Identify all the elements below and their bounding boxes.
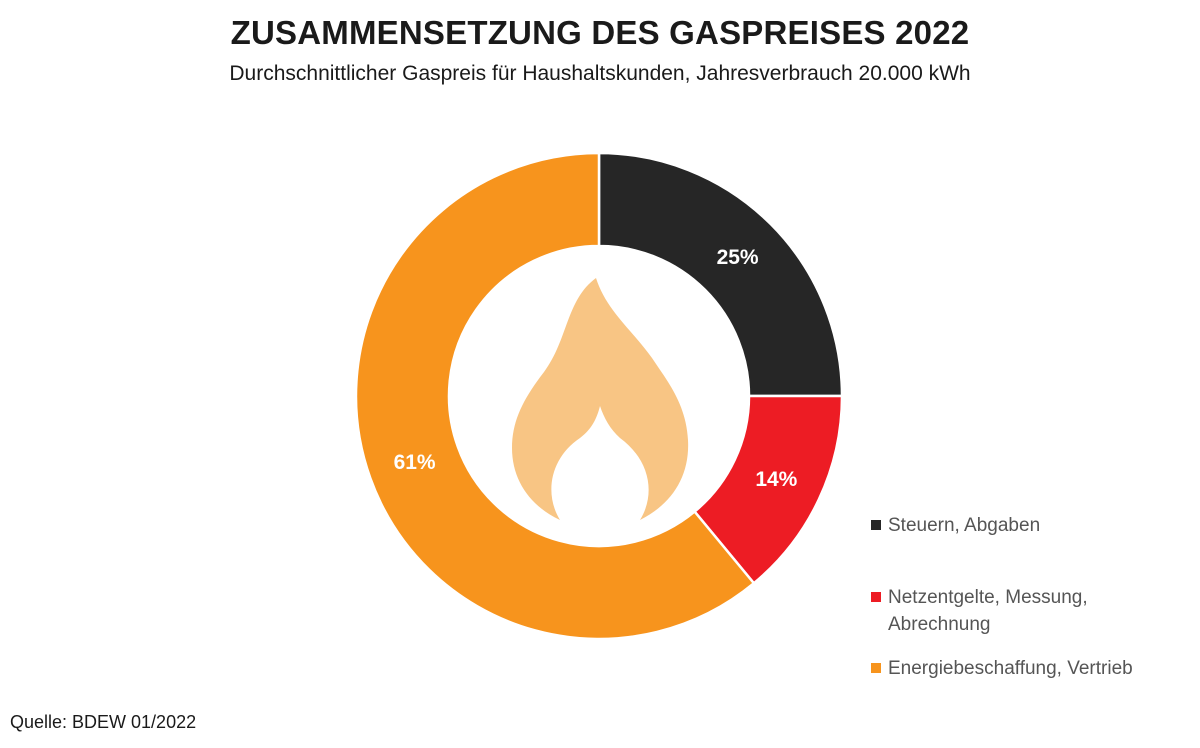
legend-swatch bbox=[871, 520, 881, 530]
slice-label: 14% bbox=[755, 468, 797, 491]
legend-swatch bbox=[871, 592, 881, 602]
slice-label: 61% bbox=[394, 451, 436, 474]
donut-slice bbox=[354, 151, 756, 641]
legend-label: Netzentgelte, Messung, Abrechnung bbox=[888, 587, 1088, 635]
legend-swatch bbox=[871, 663, 881, 673]
chart-title: ZUSAMMENSETZUNG DES GASPREISES 2022 bbox=[230, 14, 970, 51]
source-note: Quelle: BDEW 01/2022 bbox=[10, 712, 197, 732]
flame-icon bbox=[512, 278, 689, 520]
legend-item: Steuern, Abgaben bbox=[871, 512, 1178, 539]
donut-slice bbox=[597, 151, 844, 398]
chart-subtitle: Durchschnittlicher Gaspreis für Haushalt… bbox=[229, 62, 971, 85]
legend-item: Netzentgelte, Messung, Abrechnung bbox=[871, 584, 1178, 638]
slice-label: 25% bbox=[717, 246, 759, 269]
legend-label: Steuern, Abgaben bbox=[888, 515, 1041, 536]
legend-item: Energiebeschaffung, Vertrieb bbox=[871, 655, 1178, 682]
legend-label: Energiebeschaffung, Vertrieb bbox=[888, 658, 1133, 679]
